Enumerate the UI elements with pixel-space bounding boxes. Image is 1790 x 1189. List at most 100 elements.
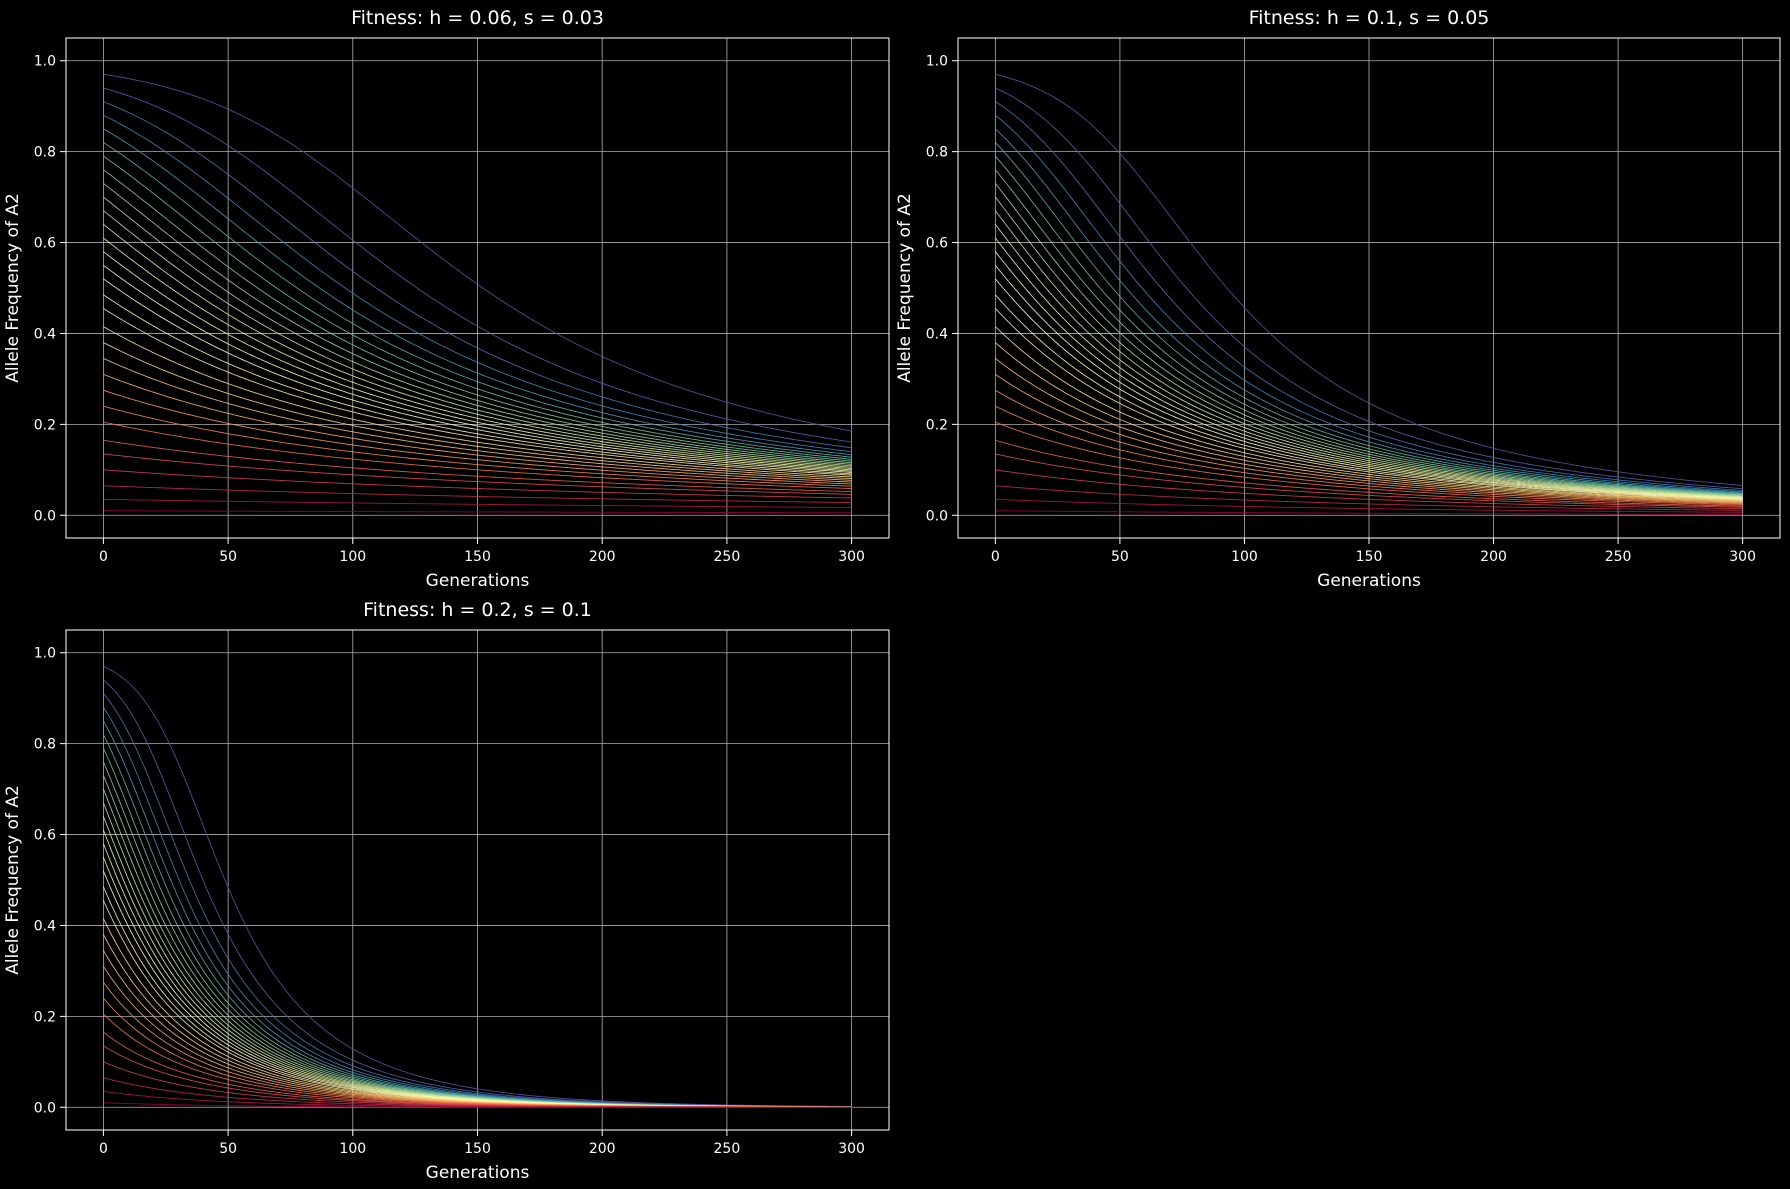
series-line — [995, 73, 1743, 486]
series-line — [995, 114, 1743, 493]
x-tick-label: 50 — [219, 1141, 237, 1157]
x-tick-label: 250 — [714, 549, 741, 565]
x-tick-label: 250 — [1605, 549, 1632, 565]
series-line — [995, 373, 1743, 503]
series-line — [995, 342, 1743, 502]
series-line — [103, 101, 852, 449]
series-group — [995, 73, 1743, 515]
series-line — [103, 128, 852, 456]
series-line — [103, 405, 852, 487]
y-tick-label: 0.2 — [34, 1009, 56, 1025]
chart-panel-2: 0 50 100 150 200 250 300 0.0 0.2 0.4 0.6 0.8 1.0 Fitn… — [895, 7, 1781, 591]
series-line — [103, 183, 852, 464]
y-axis-label: Allele Frequency of A2 — [895, 193, 915, 383]
series-line — [995, 196, 1743, 497]
chart-panel-1: 0 50 100 150 200 250 300 0.0 0.2 0.4 0.6 0.8 1.0 Fitn… — [3, 7, 890, 591]
series-line — [103, 469, 852, 499]
series-line — [103, 373, 852, 483]
series-line — [103, 498, 852, 508]
series-line — [995, 326, 1743, 502]
series-line — [103, 210, 852, 467]
y-tick-label: 0.4 — [34, 918, 56, 934]
series-line — [103, 142, 852, 458]
series-line — [995, 389, 1743, 504]
series-line — [995, 469, 1743, 510]
y-tick-label: 0.0 — [926, 508, 948, 524]
series-line — [103, 87, 852, 443]
series-line — [995, 405, 1743, 505]
series-line — [103, 155, 852, 460]
series-line — [103, 278, 852, 473]
series-line — [995, 142, 1743, 495]
series-line — [103, 342, 852, 480]
x-axis-label: Generations — [426, 571, 530, 591]
series-line — [995, 421, 1743, 506]
series-group — [102, 665, 852, 1108]
y-axis-label: Allele Frequency of A2 — [3, 785, 23, 975]
y-tick-label: 0.6 — [926, 236, 948, 252]
series-line — [995, 251, 1743, 499]
x-tick-label: 300 — [838, 549, 865, 565]
x-tick-label: 300 — [1729, 549, 1756, 565]
series-line — [995, 264, 1743, 499]
series-line — [103, 358, 852, 481]
y-tick-label: 0.4 — [34, 326, 56, 342]
x-tick-label: 150 — [464, 1141, 491, 1157]
series-line — [103, 453, 852, 495]
series-line — [103, 73, 852, 432]
series-line — [103, 224, 852, 468]
series-line — [103, 326, 852, 478]
x-tick-label: 200 — [589, 549, 616, 565]
series-line — [995, 453, 1743, 508]
chart-title: Fitness: h = 0.1, s = 0.05 — [1249, 7, 1490, 29]
series-line — [103, 237, 852, 469]
series-line — [103, 510, 852, 514]
x-tick-label: 150 — [464, 549, 491, 565]
series-line — [103, 196, 852, 465]
series-line — [103, 485, 852, 504]
y-tick-label: 1.0 — [926, 54, 948, 70]
series-line — [103, 1102, 852, 1108]
x-tick-label: 200 — [1480, 549, 1507, 565]
x-tick-label: 100 — [339, 1141, 366, 1157]
series-line — [995, 101, 1743, 491]
chart-title: Fitness: h = 0.06, s = 0.03 — [351, 7, 604, 29]
y-tick-label: 0.2 — [34, 417, 56, 433]
series-line — [103, 421, 852, 489]
series-line — [103, 389, 852, 485]
y-tick-label: 0.0 — [34, 508, 56, 524]
series-group — [103, 73, 852, 514]
series-line — [103, 308, 852, 476]
x-tick-label: 0 — [99, 1141, 108, 1157]
series-line — [995, 294, 1743, 500]
x-tick-label: 50 — [1111, 549, 1129, 565]
series-line — [995, 485, 1743, 511]
series-line — [995, 224, 1743, 498]
series-line — [995, 183, 1743, 496]
series-line — [995, 439, 1743, 507]
chart-panel-3: 0 50 100 150 200 250 300 0.0 0.2 0.4 0.6 0.8 1.0 Fitn… — [3, 599, 890, 1183]
x-tick-label: 100 — [339, 549, 366, 565]
y-tick-label: 0.4 — [926, 326, 948, 342]
series-line — [995, 128, 1743, 494]
x-axis-label: Generations — [426, 1163, 530, 1183]
x-tick-label: 0 — [991, 549, 1000, 565]
x-tick-label: 0 — [99, 549, 108, 565]
series-line — [995, 510, 1743, 515]
series-line — [995, 358, 1743, 503]
series-line — [995, 169, 1743, 496]
chart-title: Fitness: h = 0.2, s = 0.1 — [363, 599, 592, 621]
series-line — [103, 294, 852, 475]
series-line — [995, 155, 1743, 495]
y-tick-label: 0.6 — [34, 236, 56, 252]
x-tick-label: 300 — [838, 1141, 865, 1157]
series-line — [995, 237, 1743, 498]
y-tick-label: 0.8 — [926, 145, 948, 161]
x-tick-label: 200 — [589, 1141, 616, 1157]
series-line — [995, 498, 1743, 513]
y-tick-label: 0.2 — [926, 417, 948, 433]
series-line — [995, 308, 1743, 501]
series-line — [103, 439, 852, 493]
series-line — [995, 87, 1743, 490]
